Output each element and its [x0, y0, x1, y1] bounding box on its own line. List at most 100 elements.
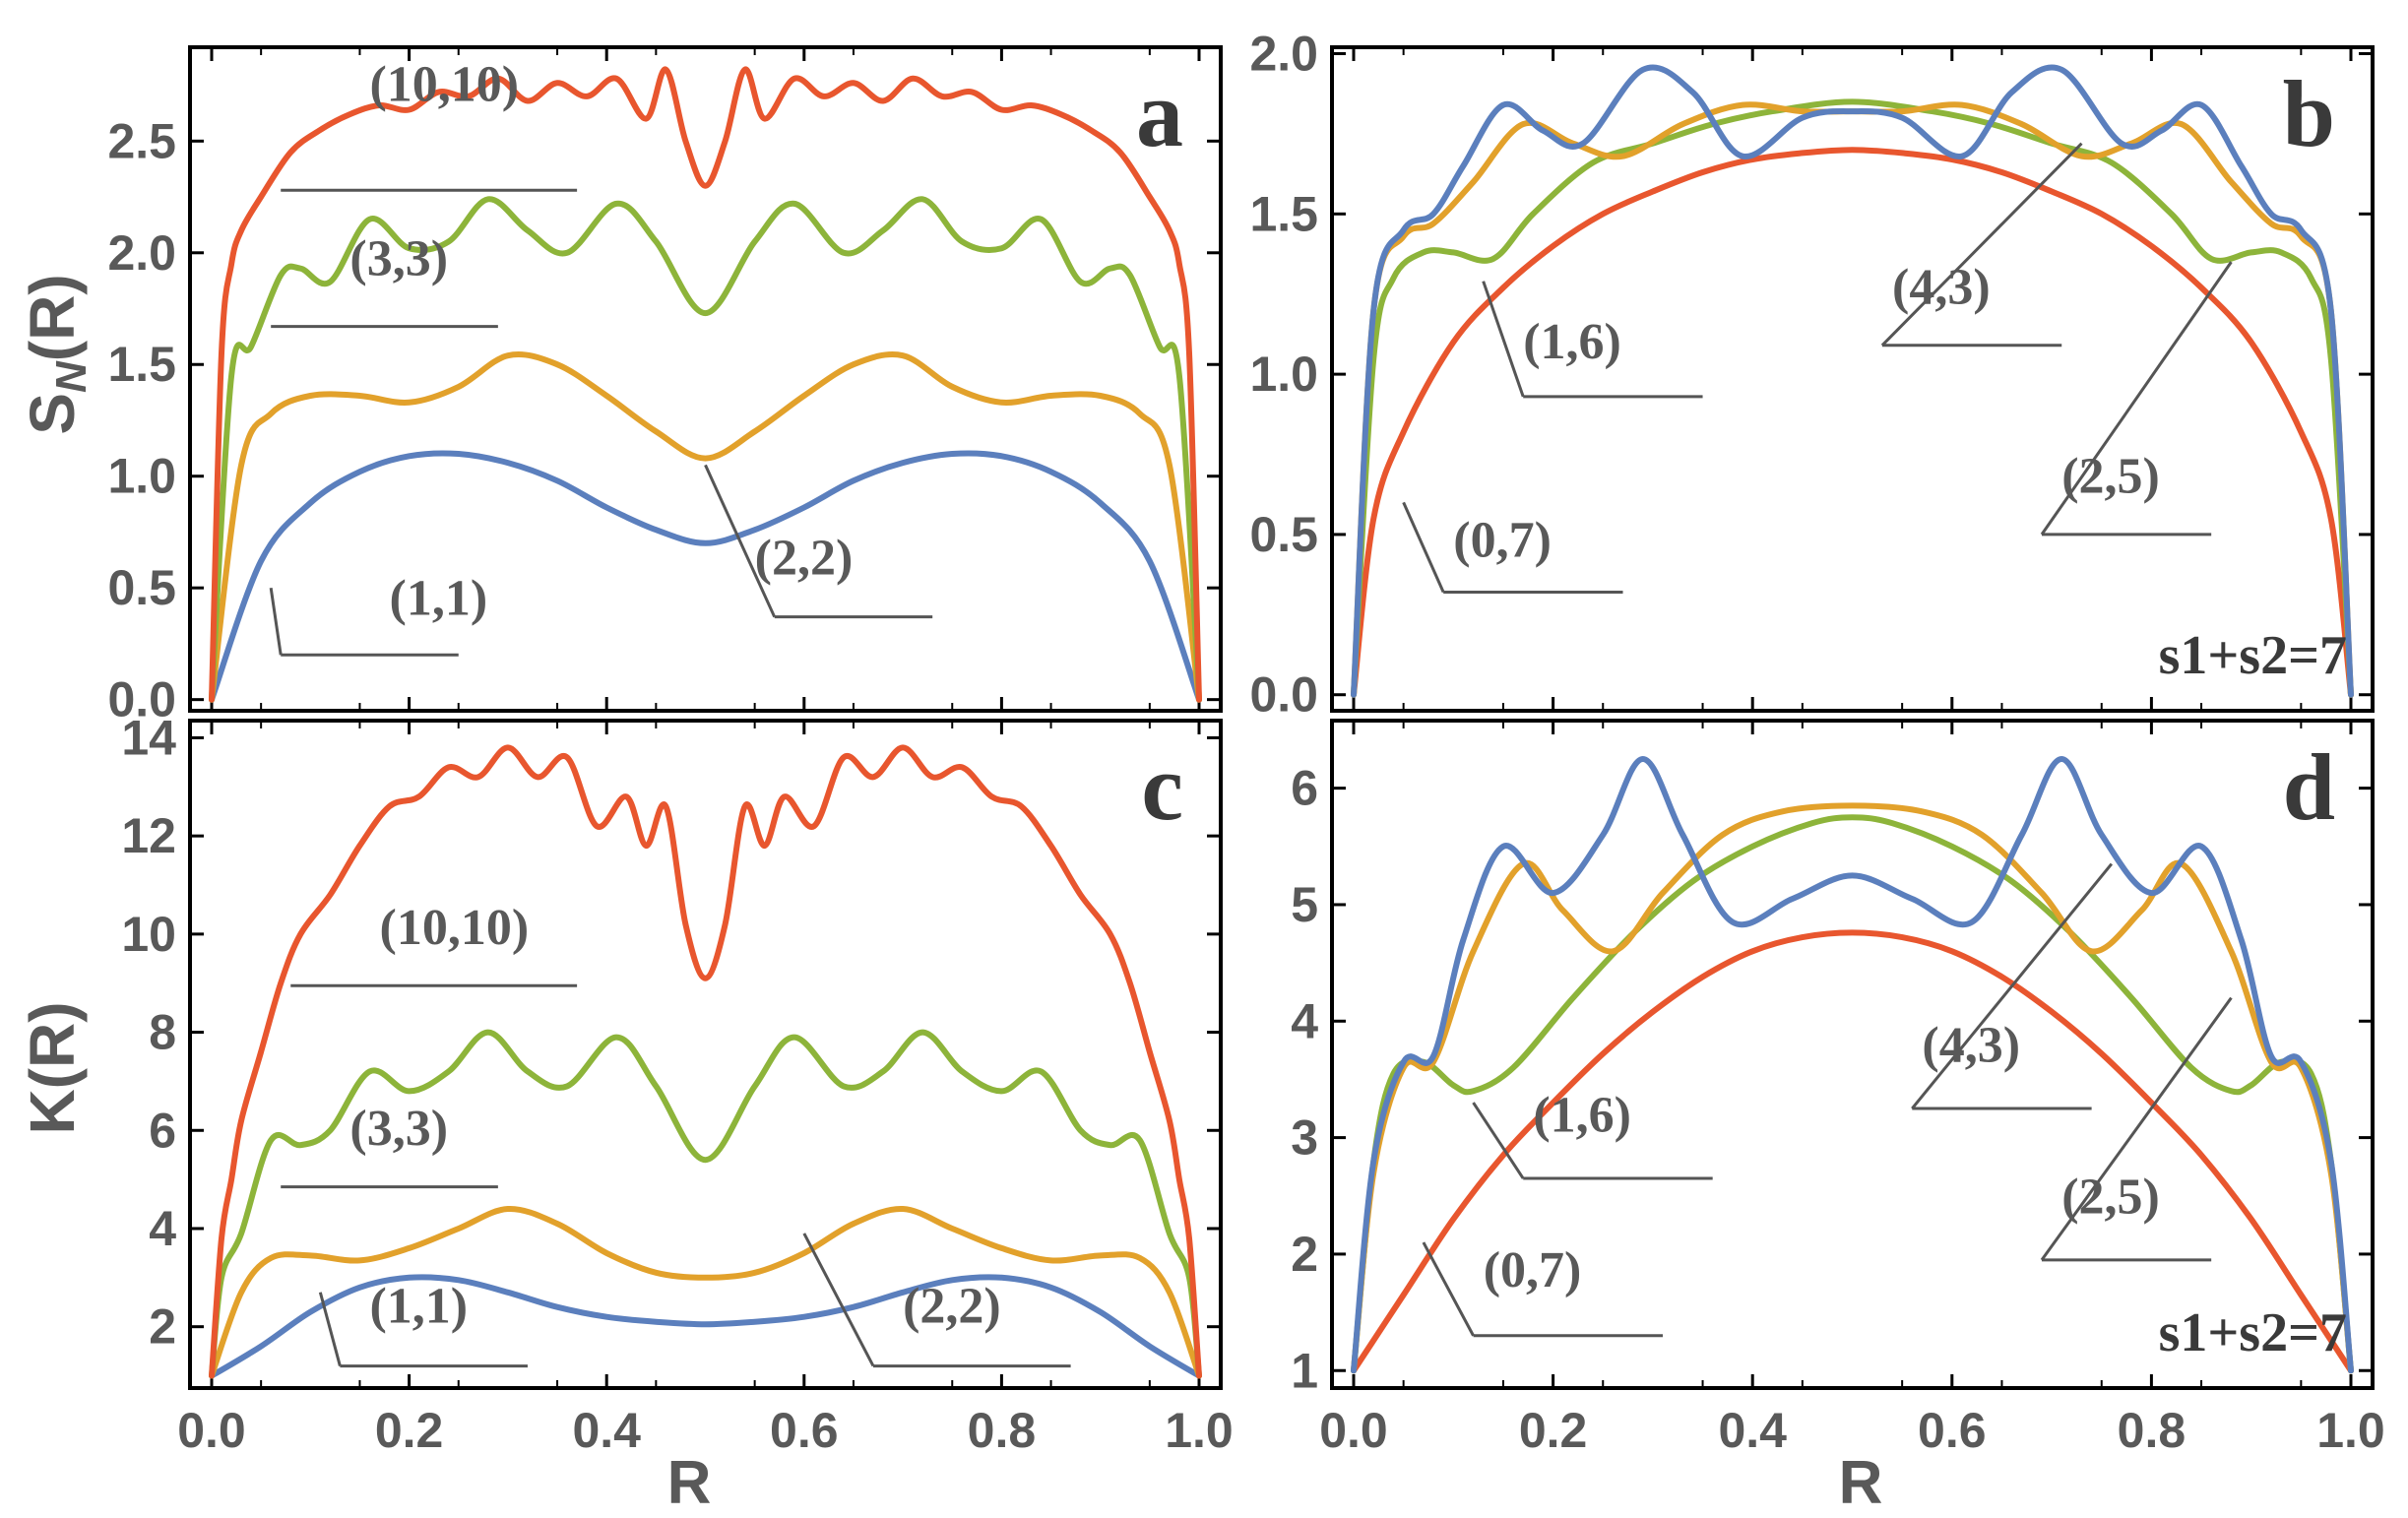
y-axis-label-bottom-left: K(R) — [17, 1001, 88, 1134]
x-tick-label: 0.6 — [770, 1403, 839, 1458]
y-tick-label: 2.0 — [1249, 27, 1318, 82]
x-axis-label-bottom-left: R — [667, 1449, 712, 1517]
y-tick-label: 14 — [121, 710, 176, 765]
y-tick-label: 0.5 — [107, 560, 176, 615]
panel-label: b — [2283, 61, 2335, 166]
annotation-leader — [1911, 862, 2114, 1109]
y-tick-label: 1.5 — [107, 337, 176, 392]
y-tick-label: 1.5 — [1249, 186, 1318, 241]
series-annotation: (10,10) — [369, 56, 519, 112]
series-line-s11 — [209, 1274, 1202, 1379]
y-axis-label-top-left-main: S — [17, 393, 88, 435]
annotation-leader — [269, 587, 283, 656]
series-annotation: (1,6) — [1523, 314, 1621, 370]
annotation-leader — [1422, 1241, 1475, 1337]
series-line-s1010 — [209, 66, 1202, 703]
constraint-note: s1+s2=7 — [2159, 1302, 2347, 1363]
series-line-s22 — [209, 1205, 1202, 1379]
x-tick-label: 0.4 — [1718, 1403, 1787, 1458]
annotation-leader — [1402, 501, 1445, 594]
series-line-s07 — [1351, 929, 2354, 1374]
y-tick-label: 5 — [1291, 877, 1318, 932]
x-tick-label: 0.2 — [375, 1403, 444, 1458]
series-annotation: (10,10) — [380, 900, 530, 956]
y-tick-label: 0.0 — [1249, 667, 1318, 723]
y-tick-label: 2.0 — [107, 225, 176, 281]
y-tick-label: 6 — [1291, 761, 1318, 816]
plot-frame — [188, 719, 1223, 1390]
y-axis-label-top-left: SN(R) — [17, 274, 95, 434]
plot-frame — [1330, 45, 2375, 713]
y-tick-label: 1.0 — [1249, 347, 1318, 402]
constraint-note: s1+s2=7 — [2159, 625, 2347, 686]
series-line-s16 — [1351, 98, 2354, 698]
series-annotation: (2,2) — [755, 531, 854, 587]
series-annotation: (3,3) — [349, 1101, 448, 1157]
panel-label: d — [2283, 734, 2335, 840]
series-line-s33 — [209, 196, 1202, 703]
series-annotation: (2,5) — [2061, 449, 2160, 505]
y-tick-label: 2 — [1291, 1227, 1318, 1282]
y-tick-label: 1 — [1291, 1343, 1318, 1398]
panel-label: c — [1141, 734, 1183, 840]
series-annotation: (2,5) — [2061, 1170, 2160, 1226]
series-annotation: (1,6) — [1533, 1088, 1631, 1144]
y-tick-label: 0.5 — [1249, 507, 1318, 562]
series-line-s1010 — [209, 744, 1202, 1379]
series-annotation: (1,1) — [369, 1279, 468, 1335]
series-line-s25 — [1351, 802, 2354, 1374]
series-line-s16 — [1351, 814, 2354, 1374]
x-tick-label: 0.8 — [2118, 1403, 2186, 1458]
series-line-s11 — [209, 450, 1202, 703]
y-axis-label-top-left-subscript: N — [47, 360, 95, 393]
y-tick-label: 12 — [121, 808, 176, 863]
series-annotation: (0,7) — [1453, 513, 1552, 569]
y-tick-label: 10 — [121, 907, 176, 962]
series-line-s07 — [1351, 147, 2354, 698]
annotation-leader — [802, 1233, 875, 1367]
annotation-leader — [1482, 281, 1525, 398]
annotation-leader — [318, 1292, 342, 1366]
y-tick-label: 2 — [149, 1299, 176, 1355]
panel-a: 0.0 0.5 1.0 1.5 2.0 2.5 (10,10) (3,3) (1,1) (2,2)… — [107, 45, 1223, 727]
annotation-leader — [704, 464, 777, 618]
series-annotation: (4,3) — [1892, 259, 1991, 315]
annotation-leader — [1472, 1102, 1525, 1179]
panel-c: 0.0 0.2 0.4 0.6 0.8 1.0 2 4 6 8 10 12 14 (10,10) (3,3)… — [121, 710, 1233, 1458]
series-annotation: (4,3) — [1922, 1018, 2020, 1074]
x-tick-label: 0.4 — [572, 1403, 641, 1458]
y-tick-label: 4 — [1291, 993, 1318, 1048]
series-annotation: (2,2) — [903, 1279, 1001, 1335]
series-line-s25 — [1351, 101, 2354, 698]
y-tick-label: 4 — [149, 1201, 176, 1256]
panel-label: a — [1136, 61, 1183, 166]
y-tick-label: 1.0 — [107, 449, 176, 504]
x-tick-label: 0.2 — [1519, 1403, 1588, 1458]
series-line-s43 — [1351, 64, 2354, 698]
y-tick-label: 6 — [149, 1103, 176, 1158]
series-annotation: (3,3) — [349, 230, 448, 286]
x-tick-label: 0.6 — [1918, 1403, 1987, 1458]
series-line-s43 — [1351, 756, 2354, 1374]
y-tick-label: 3 — [1291, 1110, 1318, 1166]
x-tick-label: 0.0 — [177, 1403, 246, 1458]
x-tick-label: 0.0 — [1319, 1403, 1388, 1458]
annotation-leader — [2040, 261, 2233, 536]
x-tick-label: 1.0 — [1165, 1403, 1234, 1458]
panel-d: 0.0 0.2 0.4 0.6 0.8 1.0 1 2 3 4 5 6 (1,6) (4,3) (0,7) (… — [1291, 719, 2385, 1458]
x-tick-label: 0.8 — [968, 1403, 1037, 1458]
y-axis-label-top-left-tail: (R) — [17, 274, 88, 361]
plot-frame — [188, 45, 1223, 713]
series-annotation: (0,7) — [1484, 1242, 1582, 1298]
y-tick-label: 0.0 — [107, 672, 176, 727]
y-tick-label: 8 — [149, 1005, 176, 1060]
x-tick-label: 1.0 — [2316, 1403, 2385, 1458]
series-annotation: (1,1) — [390, 570, 488, 626]
annotation-leader — [1880, 142, 2083, 347]
series-line-s33 — [209, 1029, 1202, 1379]
series-line-s22 — [209, 351, 1202, 703]
plot-frame — [1330, 719, 2375, 1390]
x-axis-label-bottom-right: R — [1839, 1449, 1883, 1517]
panel-b: 0.0 0.5 1.0 1.5 2.0 (1,6) (4,3) (0,7) (2,5) b s1+s… — [1249, 27, 2375, 723]
